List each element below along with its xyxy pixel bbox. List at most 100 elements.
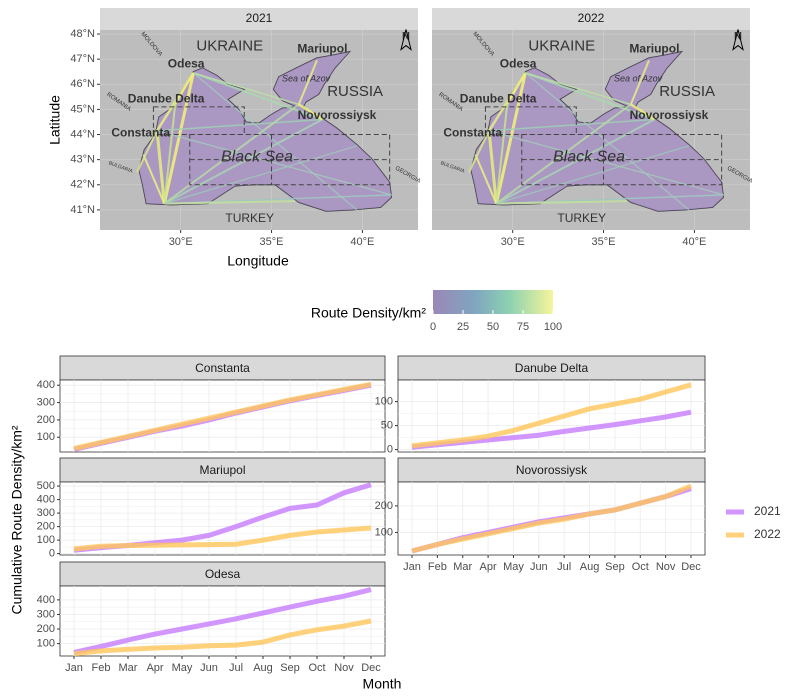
- route: [496, 200, 628, 205]
- map-label: UKRAINE: [196, 38, 263, 55]
- x-tick-label: Dec: [681, 561, 701, 573]
- map-y-title: Latitude: [47, 95, 63, 145]
- y-tick-label: 400: [37, 493, 55, 505]
- x-tick-label: 30°E: [169, 236, 193, 248]
- route: [630, 103, 656, 121]
- y-tick-label: 400: [37, 594, 55, 606]
- map-label: Sea of Azov: [614, 74, 663, 84]
- y-tick-label: 100: [37, 638, 55, 650]
- y-tick-label: 100: [375, 396, 393, 408]
- north-arrow: N: [734, 30, 742, 42]
- colorbar-title: Route Density/km²: [311, 305, 426, 321]
- legend-label: 2022: [754, 527, 781, 541]
- y-tick-label: 100: [375, 526, 393, 538]
- route: [136, 130, 158, 173]
- x-tick-label: 40°E: [350, 236, 374, 248]
- map-label: Black Sea: [221, 148, 293, 165]
- colorbar-label: 75: [517, 321, 529, 333]
- strip-label: Mariupol: [199, 463, 245, 477]
- line-panel: Constanta 100 200 300 400: [37, 355, 386, 453]
- route: [174, 72, 195, 105]
- map-label: Danube Delta: [128, 92, 205, 106]
- x-tick-label: Dec: [361, 662, 381, 674]
- route: [525, 72, 655, 121]
- route: [298, 103, 324, 121]
- x-tick-label: 40°E: [682, 236, 706, 248]
- map-label: Black Sea: [553, 148, 625, 165]
- y-tick-label: 48°N: [70, 28, 95, 40]
- y-tick-label: 45°N: [70, 103, 95, 115]
- y-tick-label: 200: [37, 414, 55, 426]
- y-tick-label: 300: [37, 608, 55, 620]
- x-tick-label: Jun: [530, 561, 548, 573]
- strip: [432, 8, 750, 30]
- route: [157, 118, 323, 132]
- line-panel: Odesa Jan Feb Mar Apr May Jun Jul Aug Sep Oct Nov De…: [37, 561, 386, 674]
- map-label: Odesa: [500, 56, 537, 70]
- strip: [100, 8, 418, 30]
- y-tick-label: 300: [37, 396, 55, 408]
- route: [487, 130, 498, 204]
- north-arrow: N: [402, 30, 410, 42]
- route: [156, 130, 392, 196]
- x-tick-label: Sep: [605, 561, 625, 573]
- map-label: UKRAINE: [528, 38, 595, 55]
- route: [193, 72, 323, 121]
- map-panel: 2021 30°E 35°E 40°E 41°N 42°N 43°N 44°N 45°N 46°N…: [70, 8, 421, 248]
- map-panel: 2022 30°E 35°E 40°E UKRAINE RUSSIA TURKEY Black…: [432, 8, 753, 248]
- x-tick-label: Nov: [334, 662, 354, 674]
- route: [162, 72, 195, 204]
- y-tick-label: 300: [37, 507, 55, 519]
- x-tick-label: 35°E: [260, 236, 284, 248]
- x-tick-label: Jul: [557, 561, 571, 573]
- map-label: TURKEY: [557, 211, 606, 225]
- x-tick-label: Jan: [403, 561, 421, 573]
- series-line: [73, 587, 372, 655]
- route: [495, 103, 632, 205]
- y-tick-label: 100: [37, 534, 55, 546]
- series-line: [73, 525, 372, 552]
- route: [297, 60, 318, 105]
- route: [506, 72, 527, 105]
- series-line: [73, 381, 372, 451]
- map-label: RUSSIA: [327, 83, 383, 100]
- route: [163, 118, 323, 205]
- map-label: RUSSIA: [659, 83, 715, 100]
- map-label: Odesa: [168, 56, 205, 70]
- x-tick-label: Feb: [92, 662, 111, 674]
- x-tick-label: Mar: [119, 662, 138, 674]
- map-x-title: Longitude: [227, 253, 289, 269]
- y-tick-label: 42°N: [70, 179, 95, 191]
- colorbar-label: 25: [457, 321, 469, 333]
- map-label: TURKEY: [225, 211, 274, 225]
- route: [193, 72, 300, 106]
- route: [629, 60, 650, 105]
- route: [468, 130, 490, 173]
- y-tick-label: 200: [375, 500, 393, 512]
- route-density: [470, 51, 724, 212]
- route: [495, 104, 509, 204]
- x-tick-label: Mar: [453, 561, 472, 573]
- x-tick-label: Jun: [200, 662, 218, 674]
- x-tick-label: Aug: [580, 561, 600, 573]
- strip-label: 2021: [246, 11, 273, 25]
- y-tick-label: 100: [37, 431, 55, 443]
- route: [164, 145, 358, 205]
- series-line: [411, 382, 692, 449]
- north-arrow-icon: [400, 29, 412, 51]
- strip: [397, 355, 706, 381]
- strip-label: Odesa: [205, 567, 241, 581]
- x-axis-title: Month: [363, 676, 402, 692]
- series-line: [73, 618, 372, 657]
- strip: [397, 457, 706, 483]
- y-tick-label: 200: [37, 623, 55, 635]
- route: [163, 104, 177, 204]
- route: [489, 118, 655, 132]
- y-tick-label: 400: [37, 379, 55, 391]
- route: [193, 72, 358, 211]
- map-label: Constanta: [443, 125, 502, 139]
- x-tick-label: Feb: [428, 561, 447, 573]
- route: [488, 130, 724, 196]
